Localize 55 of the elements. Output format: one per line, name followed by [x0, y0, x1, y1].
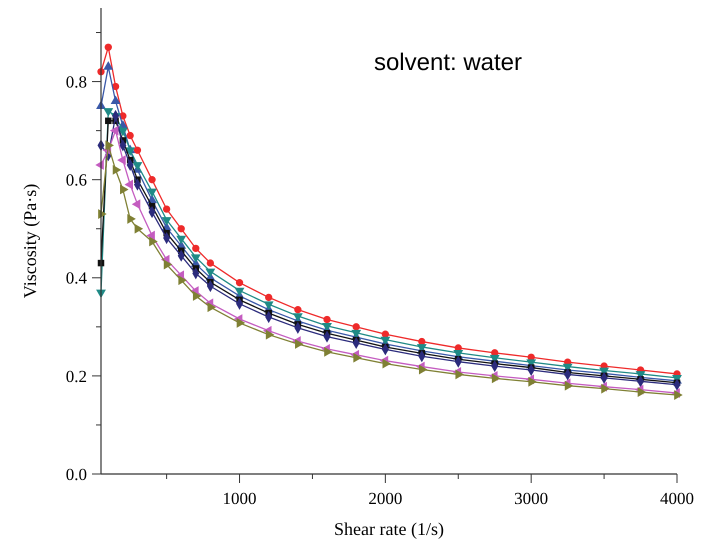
y-tick-label: 0.4: [66, 268, 88, 288]
point: [126, 132, 134, 140]
point: [674, 390, 683, 400]
point: [234, 288, 244, 296]
y-tick-label: 0.0: [66, 464, 87, 484]
point: [148, 176, 156, 184]
y-tick-label: 0.2: [66, 366, 87, 386]
point: [105, 140, 114, 150]
point: [178, 275, 187, 286]
x-axis-title: Shear rate (1/s): [334, 519, 444, 539]
point: [352, 323, 360, 330]
point: [125, 147, 136, 156]
point: [178, 225, 185, 232]
point: [264, 301, 274, 310]
point: [104, 44, 112, 51]
point: [324, 346, 333, 357]
point: [323, 316, 331, 324]
point: [117, 155, 126, 165]
point: [265, 294, 272, 302]
point: [236, 318, 246, 328]
y-tick-label: 0.6: [66, 170, 87, 190]
point: [103, 61, 114, 70]
point: [418, 364, 428, 374]
point: [382, 330, 390, 338]
point: [266, 330, 274, 340]
point: [105, 118, 112, 124]
point: [601, 384, 610, 394]
point: [112, 164, 122, 175]
point: [564, 380, 574, 391]
point: [294, 306, 302, 314]
point: [190, 254, 201, 263]
y-tick-label: 0.8: [66, 72, 87, 92]
x-tick-label: 3000: [514, 489, 548, 508]
point: [236, 279, 244, 286]
x-tick-label: 2000: [368, 489, 402, 508]
point: [164, 260, 172, 270]
point: [206, 259, 214, 267]
annotation: solvent: water: [374, 49, 522, 76]
x-tick-label: 1000: [222, 489, 257, 508]
point: [528, 376, 537, 387]
point: [127, 214, 136, 224]
point: [492, 373, 500, 384]
point: [192, 291, 202, 301]
point: [134, 146, 142, 154]
x-tick-label: 4000: [660, 489, 694, 508]
point: [149, 236, 158, 246]
point: [110, 96, 121, 104]
point: [455, 370, 464, 380]
point: [124, 180, 134, 190]
point: [132, 199, 140, 210]
point: [353, 352, 362, 363]
point: [192, 244, 200, 252]
y-axis-title: Viscosity (Pa·s): [20, 184, 40, 298]
point: [162, 205, 170, 213]
point: [638, 387, 646, 398]
